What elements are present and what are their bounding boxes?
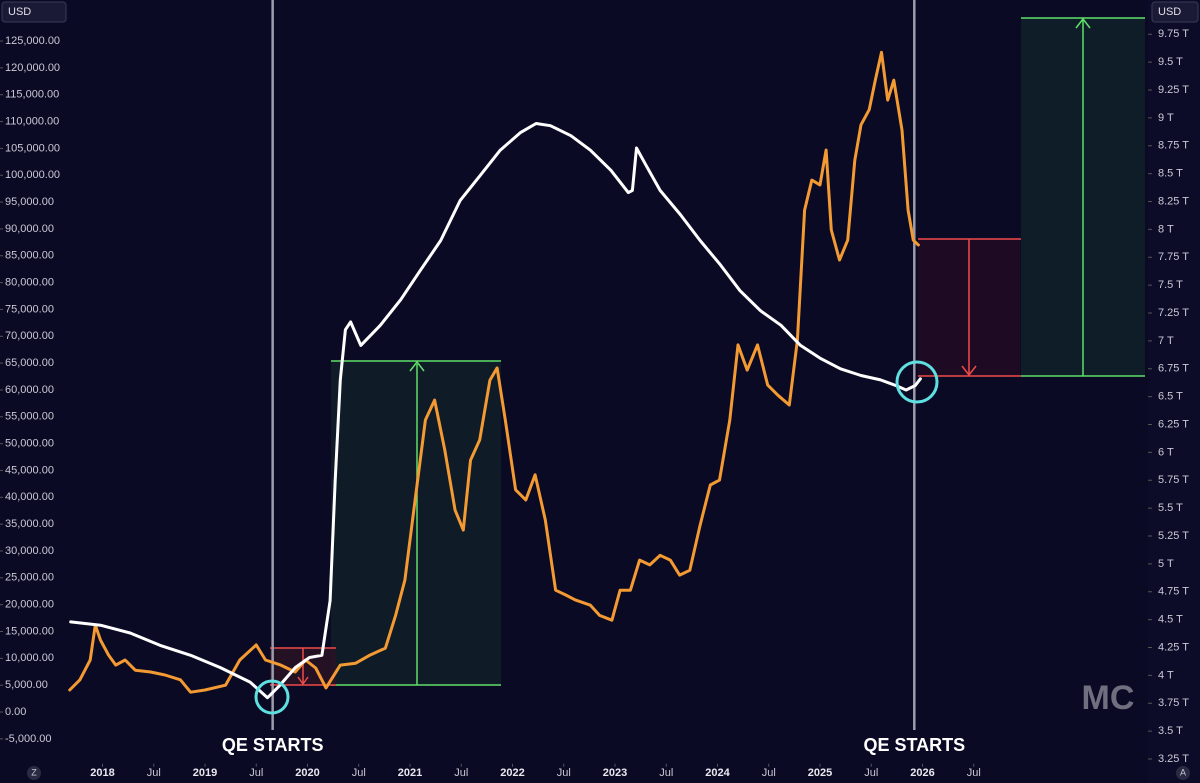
y2-tick-label: 8.75 T xyxy=(1158,140,1189,152)
y-tick-label: 95,000.00 xyxy=(5,196,54,208)
y2-tick-label: 4.25 T xyxy=(1158,641,1189,653)
y-tick-label: 125,000.00 xyxy=(5,35,60,47)
x-tick-label: 2020 xyxy=(295,767,319,779)
y-tick-label: 5,000.00 xyxy=(5,679,48,691)
y2-tick-label: 8.25 T xyxy=(1158,195,1189,207)
y2-tick-label: 4.5 T xyxy=(1158,614,1183,626)
y2-tick-label: 7.5 T xyxy=(1158,279,1183,291)
y-tick-label: 30,000.00 xyxy=(5,545,54,557)
x-tick-label: 2023 xyxy=(603,767,627,779)
arrow-head xyxy=(297,676,309,686)
y2-tick-label: 3.25 T xyxy=(1158,753,1189,765)
y2-tick-label: 9.25 T xyxy=(1158,84,1189,96)
y2-tick-label: 9.5 T xyxy=(1158,56,1183,68)
x-tick-label: Jul xyxy=(557,767,571,779)
y-tick-label: 105,000.00 xyxy=(5,142,60,154)
y2-tick-label: 3.5 T xyxy=(1158,725,1183,737)
x-tick-label: Jul xyxy=(864,767,878,779)
y-tick-label: 70,000.00 xyxy=(5,330,54,342)
x-tick-label: Jul xyxy=(659,767,673,779)
y2-tick-label: 3.75 T xyxy=(1158,697,1189,709)
y2-tick-label: 4.75 T xyxy=(1158,586,1189,598)
y-tick-label: 90,000.00 xyxy=(5,223,54,235)
y2-tick-label: 6.25 T xyxy=(1158,418,1189,430)
y-tick-label: 55,000.00 xyxy=(5,411,54,423)
y-tick-label: 110,000.00 xyxy=(5,115,59,127)
y2-tick-label: 8.5 T xyxy=(1158,168,1183,180)
y2-tick-label: 9.75 T xyxy=(1158,28,1189,40)
y-tick-label: 0.00 xyxy=(5,706,26,718)
annotation: QE STARTS xyxy=(863,735,965,755)
x-tick-label: 2018 xyxy=(90,767,114,779)
x-tick-label: Jul xyxy=(967,767,981,779)
y-tick-label: 20,000.00 xyxy=(5,599,54,611)
x-tick-label: 2025 xyxy=(808,767,832,779)
y2-tick-label: 5.75 T xyxy=(1158,474,1189,486)
unit-box xyxy=(1151,1,1199,23)
y2-tick-label: 7.75 T xyxy=(1158,251,1189,263)
y-tick-label: -5,000.00 xyxy=(5,733,51,745)
unit-box xyxy=(1,1,67,23)
y2-tick-label: 5.25 T xyxy=(1158,530,1189,542)
y-tick-label: 50,000.00 xyxy=(5,438,54,450)
x-tick-label: 2022 xyxy=(500,767,524,779)
x-tick-label: 2021 xyxy=(398,767,422,779)
y2-tick-label: 8 T xyxy=(1158,223,1174,235)
x-tick-label: 2024 xyxy=(705,767,730,779)
y2-tick-label: 4 T xyxy=(1158,669,1174,681)
y-tick-label: 85,000.00 xyxy=(5,250,54,262)
arrow-head xyxy=(409,360,425,372)
y-tick-label: 45,000.00 xyxy=(5,464,54,476)
y2-tick-label: 7 T xyxy=(1158,335,1174,347)
y-tick-label: 60,000.00 xyxy=(5,384,54,396)
x-tick-label: Jul xyxy=(249,767,263,779)
arrow-head xyxy=(1075,17,1091,29)
y-tick-label: 100,000.00 xyxy=(5,169,60,181)
y-tick-label: 65,000.00 xyxy=(5,357,54,369)
series-line xyxy=(68,50,920,694)
y2-tick-label: 9 T xyxy=(1158,112,1174,124)
y-tick-label: 80,000.00 xyxy=(5,276,54,288)
right-axis-panel xyxy=(1148,0,1200,783)
y2-tick-label: 6 T xyxy=(1158,446,1174,458)
watermark: MC xyxy=(1082,679,1135,717)
y2-tick-label: 7.25 T xyxy=(1158,307,1189,319)
x-tick-label: Jul xyxy=(454,767,468,779)
y2-unit: USD xyxy=(1158,6,1181,18)
y-tick-label: 10,000.00 xyxy=(5,652,54,664)
y2-tick-label: 6.5 T xyxy=(1158,391,1183,403)
y-tick-label: 35,000.00 xyxy=(5,518,54,530)
annotation: QE STARTS xyxy=(222,735,324,755)
y-tick-label: 120,000.00 xyxy=(5,62,60,74)
highlight-circle xyxy=(254,679,290,715)
corner-icon xyxy=(27,766,41,780)
y-tick-label: 25,000.00 xyxy=(5,572,54,584)
y-tick-label: 75,000.00 xyxy=(5,303,54,315)
corner-icon xyxy=(1176,766,1190,780)
x-tick-label: 2019 xyxy=(193,767,217,779)
y-unit: USD xyxy=(8,6,31,18)
y-tick-label: 15,000.00 xyxy=(5,625,54,637)
y2-tick-label: 6.75 T xyxy=(1158,363,1189,375)
x-tick-label: Jul xyxy=(147,767,161,779)
arrow-head xyxy=(961,365,977,377)
y-tick-label: 115,000.00 xyxy=(5,89,59,101)
x-tick-label: Jul xyxy=(352,767,366,779)
y-tick-label: 40,000.00 xyxy=(5,491,54,503)
y2-tick-label: 5.5 T xyxy=(1158,502,1183,514)
y2-tick-label: 5 T xyxy=(1158,558,1174,570)
corner-label: Z xyxy=(31,767,37,777)
highlight-circle xyxy=(895,360,939,404)
corner-label: A xyxy=(1180,767,1186,777)
gain-box xyxy=(331,361,501,685)
x-tick-label: 2026 xyxy=(910,767,934,779)
series-line xyxy=(69,122,922,700)
x-tick-label: Jul xyxy=(762,767,776,779)
